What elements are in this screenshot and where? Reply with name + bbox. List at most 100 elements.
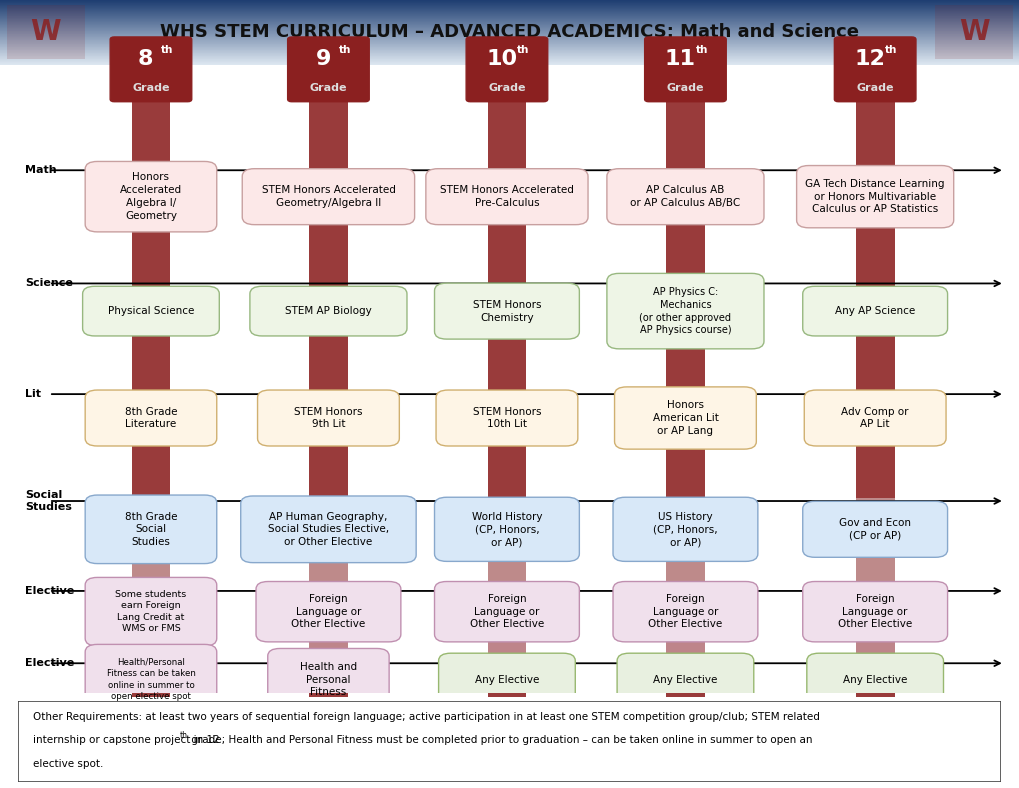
Text: 10: 10 <box>486 49 517 69</box>
Text: Any Elective: Any Elective <box>652 675 717 685</box>
FancyBboxPatch shape <box>287 37 369 102</box>
FancyBboxPatch shape <box>434 283 579 339</box>
Bar <box>7 6 85 59</box>
FancyBboxPatch shape <box>110 37 192 102</box>
Text: US History
(CP, Honors,
or AP): US History (CP, Honors, or AP) <box>652 511 717 547</box>
FancyBboxPatch shape <box>606 169 763 225</box>
FancyBboxPatch shape <box>606 273 763 349</box>
Text: th: th <box>884 45 897 55</box>
Text: Honors
American Lit
or AP Lang: Honors American Lit or AP Lang <box>652 400 717 436</box>
Bar <box>131 65 170 697</box>
FancyBboxPatch shape <box>83 286 219 336</box>
Text: Grade: Grade <box>856 84 893 94</box>
Bar <box>665 65 704 697</box>
Text: GA Tech Distance Learning
or Honors Multivariable
Calculus or AP Statistics: GA Tech Distance Learning or Honors Mult… <box>805 179 944 214</box>
Text: Lit: Lit <box>25 389 42 399</box>
Text: 8: 8 <box>138 49 154 69</box>
Text: STEM Honors Accelerated
Geometry/Algebra II: STEM Honors Accelerated Geometry/Algebra… <box>261 185 395 208</box>
Text: th: th <box>695 45 707 55</box>
FancyBboxPatch shape <box>802 582 947 642</box>
FancyBboxPatch shape <box>806 653 943 706</box>
Text: Foreign
Language or
Other Elective: Foreign Language or Other Elective <box>648 594 721 630</box>
FancyBboxPatch shape <box>612 582 757 642</box>
Text: Social
Studies: Social Studies <box>25 490 72 512</box>
FancyBboxPatch shape <box>834 37 915 102</box>
Text: 12: 12 <box>854 49 884 69</box>
FancyBboxPatch shape <box>257 390 399 446</box>
Bar <box>131 498 170 594</box>
Bar <box>487 65 526 697</box>
Text: Adv Comp or
AP Lit: Adv Comp or AP Lit <box>841 407 908 429</box>
Text: World History
(CP, Honors,
or AP): World History (CP, Honors, or AP) <box>471 511 542 547</box>
Text: Grade: Grade <box>310 84 346 94</box>
Text: W: W <box>31 18 61 46</box>
FancyBboxPatch shape <box>256 582 400 642</box>
FancyBboxPatch shape <box>250 286 407 336</box>
Text: Foreign
Language or
Other Elective: Foreign Language or Other Elective <box>470 594 543 630</box>
Text: WHS STEM CURRICULUM – ADVANCED ACADEMICS: Math and Science: WHS STEM CURRICULUM – ADVANCED ACADEMICS… <box>160 24 859 41</box>
FancyBboxPatch shape <box>86 495 217 563</box>
FancyBboxPatch shape <box>86 162 217 232</box>
Bar <box>855 588 894 667</box>
Bar <box>855 660 894 700</box>
Text: Some students
earn Foreign
Lang Credit at
WMS or FMS: Some students earn Foreign Lang Credit a… <box>115 590 186 634</box>
Text: elective spot.: elective spot. <box>33 759 103 769</box>
Bar <box>487 588 526 667</box>
Bar <box>934 6 1012 59</box>
Text: Grade: Grade <box>488 84 525 94</box>
Text: Grade: Grade <box>666 84 703 94</box>
Text: Foreign
Language or
Other Elective: Foreign Language or Other Elective <box>291 594 365 630</box>
Bar <box>487 498 526 594</box>
Text: th: th <box>161 45 173 55</box>
Text: 8th Grade
Social
Studies: 8th Grade Social Studies <box>124 511 177 547</box>
Text: STEM Honors
9th Lit: STEM Honors 9th Lit <box>293 407 363 429</box>
Bar <box>309 498 347 594</box>
FancyBboxPatch shape <box>644 37 726 102</box>
Text: Health/Personal
Fitness can be taken
online in summer to
open elective spot: Health/Personal Fitness can be taken onl… <box>106 658 196 701</box>
FancyBboxPatch shape <box>613 387 756 449</box>
Bar <box>855 498 894 594</box>
FancyBboxPatch shape <box>86 578 217 646</box>
Text: Gov and Econ
(CP or AP): Gov and Econ (CP or AP) <box>839 518 910 541</box>
Text: W: W <box>958 18 988 46</box>
Text: AP Human Geography,
Social Studies Elective,
or Other Elective: AP Human Geography, Social Studies Elect… <box>268 511 388 547</box>
FancyBboxPatch shape <box>243 169 414 225</box>
FancyBboxPatch shape <box>616 653 753 706</box>
FancyBboxPatch shape <box>240 496 416 563</box>
Text: th: th <box>179 731 187 741</box>
Bar <box>131 660 170 700</box>
Bar <box>487 660 526 700</box>
Text: internship or capstone project in 12: internship or capstone project in 12 <box>33 735 220 745</box>
FancyBboxPatch shape <box>434 582 579 642</box>
FancyBboxPatch shape <box>466 37 547 102</box>
Text: th: th <box>517 45 529 55</box>
Text: 11: 11 <box>664 49 695 69</box>
Text: Honors
Accelerated
Algebra I/
Geometry: Honors Accelerated Algebra I/ Geometry <box>120 173 181 221</box>
FancyBboxPatch shape <box>86 390 217 446</box>
Text: grade; Health and Personal Fitness must be completed prior to graduation – can b: grade; Health and Personal Fitness must … <box>187 735 811 745</box>
Text: Any Elective: Any Elective <box>474 675 539 685</box>
Text: Math: Math <box>25 165 57 175</box>
FancyBboxPatch shape <box>803 390 946 446</box>
FancyBboxPatch shape <box>268 649 389 711</box>
Text: 9: 9 <box>315 49 331 69</box>
FancyBboxPatch shape <box>438 653 575 706</box>
Bar <box>665 660 704 700</box>
Text: Other Requirements: at least two years of sequential foreign language; active pa: Other Requirements: at least two years o… <box>33 712 819 723</box>
Text: STEM Honors
10th Lit: STEM Honors 10th Lit <box>472 407 541 429</box>
Text: STEM Honors Accelerated
Pre-Calculus: STEM Honors Accelerated Pre-Calculus <box>439 185 574 208</box>
Text: Science: Science <box>25 278 73 288</box>
FancyBboxPatch shape <box>436 390 577 446</box>
Text: Elective: Elective <box>25 658 74 668</box>
Text: Health and
Personal
Fitness: Health and Personal Fitness <box>300 662 357 697</box>
Text: th: th <box>338 45 351 55</box>
Text: Physical Science: Physical Science <box>108 306 194 316</box>
Bar <box>665 588 704 667</box>
Text: Elective: Elective <box>25 586 74 596</box>
FancyBboxPatch shape <box>434 497 579 561</box>
FancyBboxPatch shape <box>86 645 217 715</box>
Text: AP Physics C:
Mechanics
(or other approved
AP Physics course): AP Physics C: Mechanics (or other approv… <box>639 287 731 336</box>
Bar <box>309 660 347 700</box>
FancyBboxPatch shape <box>612 497 757 561</box>
Text: 8th Grade
Literature: 8th Grade Literature <box>124 407 177 429</box>
